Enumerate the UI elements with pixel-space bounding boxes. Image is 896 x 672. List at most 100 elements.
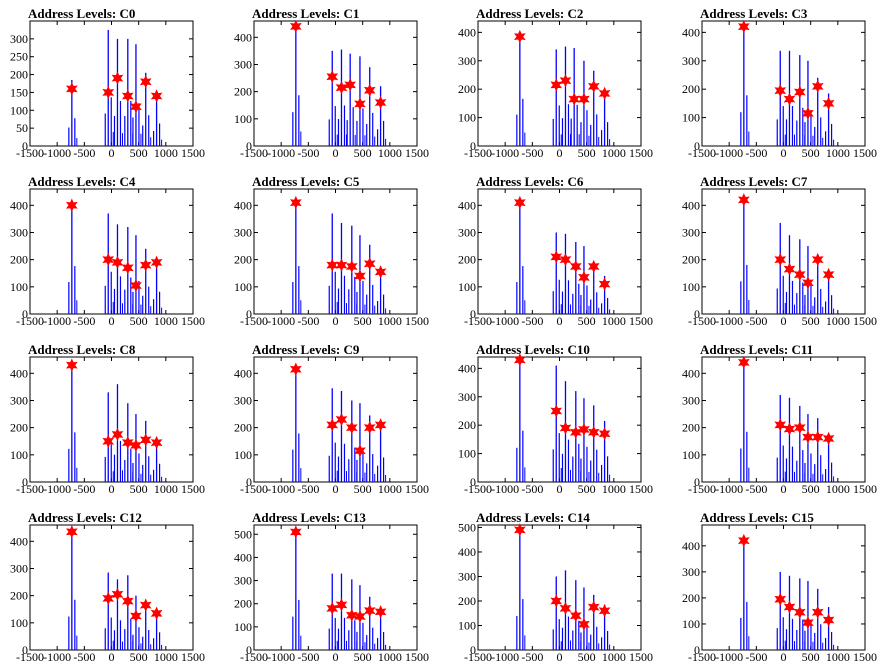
y-tick-label: 0 bbox=[246, 643, 252, 657]
x-tick-label: -1500 bbox=[16, 482, 44, 496]
peak-marker bbox=[102, 85, 115, 100]
peak-marker bbox=[139, 258, 152, 272]
y-tick-label: 0 bbox=[246, 139, 252, 153]
peak-marker bbox=[793, 420, 806, 435]
x-tick-label: -1000 bbox=[267, 314, 295, 328]
peak-marker bbox=[783, 262, 796, 276]
y-tick-label: 0 bbox=[246, 475, 252, 489]
histogram-panel: 0 100 200 300 400 -1500 -1000 -500 0 500 1000 1500 A… bbox=[672, 0, 896, 168]
y-tick-label: 100 bbox=[10, 448, 28, 462]
y-tick-label: 0 bbox=[470, 643, 476, 657]
histogram-panel: 0 100 200 300 400 -1500 -1000 -500 0 500 1000 1500 A… bbox=[672, 336, 896, 504]
peak-marker bbox=[354, 269, 366, 283]
peak-marker bbox=[559, 421, 572, 435]
y-tick-label: 400 bbox=[234, 366, 252, 380]
y-tick-label: 100 bbox=[458, 447, 476, 461]
peak-marker bbox=[774, 83, 787, 98]
x-tick-label: 0 bbox=[109, 314, 115, 328]
x-tick-label: -1500 bbox=[688, 650, 716, 664]
x-tick-label: 0 bbox=[333, 314, 339, 328]
histogram-plot: 0 100 200 300 400 -1500 -1000 -500 0 500 1000 1500 bbox=[234, 356, 429, 496]
panel-title: Address Levels: C14 bbox=[476, 510, 590, 525]
x-tick-label: -1000 bbox=[43, 146, 71, 160]
x-tick-label: -1500 bbox=[240, 482, 268, 496]
x-tick-label: -1500 bbox=[16, 314, 44, 328]
histogram-plot: 0 100 200 300 400 -1500 -1000 -500 0 500 1000 1500 bbox=[682, 524, 877, 664]
x-tick-label: 1000 bbox=[826, 482, 850, 496]
peak-marker bbox=[774, 418, 787, 432]
peak-marker bbox=[65, 198, 78, 213]
peak-marker bbox=[737, 533, 750, 548]
x-tick-label: 1500 bbox=[181, 650, 205, 664]
peak-marker bbox=[111, 255, 124, 270]
peak-marker bbox=[65, 358, 78, 372]
y-tick-label: 200 bbox=[234, 253, 252, 267]
x-tick-label: -1000 bbox=[715, 650, 743, 664]
x-tick-label: -1000 bbox=[491, 482, 519, 496]
x-tick-label: 1000 bbox=[154, 482, 178, 496]
x-tick-label: -1000 bbox=[491, 146, 519, 160]
x-tick-label: -1000 bbox=[43, 650, 71, 664]
peak-marker bbox=[513, 523, 526, 537]
peak-marker bbox=[326, 601, 339, 616]
peak-marker bbox=[802, 106, 814, 121]
panel-title: Address Levels: C3 bbox=[700, 6, 808, 21]
y-tick-label: 300 bbox=[682, 54, 700, 68]
y-tick-label: 0 bbox=[470, 139, 476, 153]
x-tick-label: -1000 bbox=[267, 146, 295, 160]
peak-marker bbox=[793, 605, 806, 619]
y-tick-label: 200 bbox=[682, 591, 700, 605]
peak-marker bbox=[802, 615, 814, 630]
histogram-plot: 0 100 200 300 400 -1500 -1000 -500 0 500 1000 1500 bbox=[682, 188, 877, 328]
peak-marker bbox=[550, 78, 563, 92]
x-tick-label: 500 bbox=[130, 146, 148, 160]
x-tick-label: 500 bbox=[802, 650, 820, 664]
x-tick-label: -1500 bbox=[16, 650, 44, 664]
peak-marker bbox=[822, 431, 835, 446]
peak-marker bbox=[783, 92, 796, 106]
x-tick-label: 1500 bbox=[629, 146, 653, 160]
histogram-panel: 0 100 200 300 400 -1500 -1000 -500 0 500 1000 1500 A… bbox=[448, 0, 672, 168]
y-tick-label: 300 bbox=[682, 225, 700, 239]
x-tick-label: 1500 bbox=[181, 146, 205, 160]
x-tick-label: -1500 bbox=[240, 650, 268, 664]
histogram-plot: 0 100 200 300 400 -1500 -1000 -500 0 500 1000 1500 bbox=[682, 355, 877, 496]
y-tick-label: 150 bbox=[10, 85, 28, 99]
histogram-panel: 0 100 200 300 400 -1500 -1000 -500 0 500 1000 1500 A… bbox=[448, 168, 672, 336]
y-tick-label: 200 bbox=[10, 421, 28, 435]
x-tick-label: 500 bbox=[578, 146, 596, 160]
peak-marker bbox=[139, 74, 152, 89]
peak-marker bbox=[289, 525, 302, 539]
peak-marker bbox=[345, 608, 358, 623]
histogram-plot: 0 100 200 300 400 500 -1500 -1000 -500 0 500 1000 15… bbox=[234, 524, 429, 664]
x-tick-label: 500 bbox=[354, 314, 372, 328]
peak-marker bbox=[354, 97, 366, 111]
panel-title: Address Levels: C2 bbox=[476, 6, 584, 21]
x-tick-label: 500 bbox=[354, 146, 372, 160]
y-tick-label: 500 bbox=[234, 527, 252, 541]
x-tick-label: 0 bbox=[781, 650, 787, 664]
x-tick-label: 500 bbox=[354, 482, 372, 496]
y-tick-label: 100 bbox=[234, 448, 252, 462]
histogram-plot: 0 100 200 300 400 -1500 -1000 -500 0 500 1000 1500 bbox=[682, 19, 877, 160]
y-tick-label: 200 bbox=[458, 594, 476, 608]
y-tick-label: 100 bbox=[234, 620, 252, 634]
peak-marker bbox=[65, 82, 78, 96]
peak-marker bbox=[335, 598, 348, 612]
x-tick-label: -500 bbox=[745, 482, 767, 496]
y-tick-label: 300 bbox=[10, 393, 28, 407]
y-tick-label: 0 bbox=[22, 139, 28, 153]
x-tick-label: 1500 bbox=[629, 314, 653, 328]
x-tick-label: 0 bbox=[557, 482, 563, 496]
peak-marker bbox=[822, 267, 835, 282]
peak-marker bbox=[513, 353, 526, 367]
histogram-plot: 0 100 200 300 400 -1500 -1000 -500 0 500 1000 1500 bbox=[10, 356, 205, 496]
peak-marker bbox=[822, 613, 835, 627]
peak-marker bbox=[550, 250, 563, 264]
x-tick-label: 0 bbox=[781, 482, 787, 496]
peak-marker bbox=[374, 95, 387, 110]
x-tick-label: -500 bbox=[297, 146, 319, 160]
x-tick-label: 500 bbox=[802, 314, 820, 328]
histogram-plot: 0 100 200 300 400 -1500 -1000 -500 0 500 1000 1500 bbox=[10, 524, 205, 664]
peak-marker bbox=[354, 444, 366, 458]
